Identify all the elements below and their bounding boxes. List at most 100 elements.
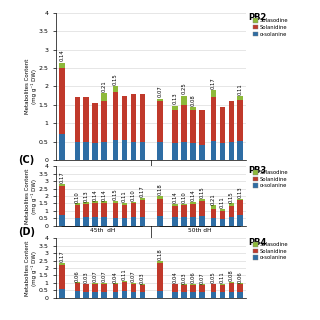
Text: 45th  dH: 45th dH [90,228,115,233]
Bar [181,284,187,285]
Text: 0.03: 0.03 [140,272,145,284]
Text: 3%: 3% [180,166,184,173]
Text: 0.08: 0.08 [229,269,234,281]
Bar [157,101,163,141]
Text: 0.11: 0.11 [238,83,243,95]
Bar [75,218,80,226]
Y-axis label: Metabolites Content
(mg g⁻¹ DW): Metabolites Content (mg g⁻¹ DW) [25,240,37,296]
Text: 0.15: 0.15 [199,187,204,198]
Bar [199,199,205,201]
Bar [228,206,234,218]
Bar [122,282,127,291]
Text: PB4: PB4 [248,238,267,247]
Bar [75,141,80,160]
Text: 0.06: 0.06 [190,271,196,283]
Bar [199,109,205,145]
Legend: Solasodine, Solanidine, α-solanine: Solasodine, Solanidine, α-solanine [253,242,288,260]
Text: 50th dH: 50th dH [188,228,212,233]
Bar [157,292,163,298]
Bar [140,284,145,285]
Text: 0.11: 0.11 [122,191,127,202]
Text: 0.17: 0.17 [140,186,145,197]
Bar [92,217,98,226]
Bar [228,204,234,206]
Bar [131,218,136,226]
Bar [131,292,136,298]
Y-axis label: Metabolites Content
(mg g⁻¹ DW): Metabolites Content (mg g⁻¹ DW) [25,59,37,114]
Bar [220,284,225,285]
Bar [172,143,178,160]
Bar [237,215,243,226]
Bar [75,205,80,218]
Bar [60,289,65,298]
Bar [190,292,196,298]
Bar [157,260,163,263]
Text: 0.05: 0.05 [211,271,216,283]
Bar [172,218,178,226]
Text: PB3: PB3 [248,166,267,175]
Bar [220,209,225,211]
Text: 0.11: 0.11 [220,196,225,208]
Bar [84,97,89,141]
Bar [122,204,127,218]
Bar [84,292,89,298]
Bar [220,143,225,160]
Text: 25th dA: 25th dA [80,204,101,209]
Text: 0.17: 0.17 [60,250,65,262]
Bar [172,106,178,110]
Bar [211,91,216,97]
Bar [211,97,216,141]
Text: 0.18: 0.18 [157,248,163,260]
Bar [211,218,216,226]
Bar [190,218,196,226]
Bar [181,96,187,105]
Bar [211,141,216,160]
Bar [101,141,107,160]
Text: 5%: 5% [91,166,95,173]
Bar [122,281,127,282]
Bar [140,141,145,160]
Bar [157,141,163,160]
Bar [101,217,107,226]
Bar [92,283,98,284]
Bar [211,209,216,218]
Text: 0.11: 0.11 [122,268,127,280]
Bar [131,283,136,284]
Bar [172,206,178,218]
Bar [113,218,118,226]
Bar [75,97,80,141]
Text: 0.15: 0.15 [229,191,234,203]
Bar [190,143,196,160]
Bar [237,198,243,200]
Text: 0.15: 0.15 [113,73,118,85]
Bar [181,285,187,292]
Bar [84,202,89,204]
Bar [122,203,127,204]
Bar [199,201,205,216]
Bar [157,196,163,199]
Bar [92,201,98,204]
Text: 3%: 3% [218,166,222,173]
Bar [122,96,127,140]
Bar [181,292,187,298]
Text: 5%: 5% [227,166,231,173]
Legend: Solasodine, Solanidine, α-solanine: Solasodine, Solanidine, α-solanine [253,18,288,36]
Bar [220,211,225,220]
Bar [157,216,163,226]
Text: 3%: 3% [82,166,86,173]
Text: 0.13: 0.13 [173,92,178,104]
Text: 0.14: 0.14 [101,189,107,201]
Bar [181,105,187,141]
Bar [190,108,196,110]
Bar [181,205,187,217]
Bar [237,96,243,100]
Text: (C): (C) [18,155,34,165]
Bar [228,101,234,141]
Text: 7%: 7% [138,166,142,173]
Bar [190,110,196,143]
Bar [131,284,136,292]
Text: 7%: 7% [100,166,104,173]
Text: 25th dA: 25th dA [178,204,199,209]
Bar [190,285,196,292]
Text: 1%: 1% [210,166,213,173]
